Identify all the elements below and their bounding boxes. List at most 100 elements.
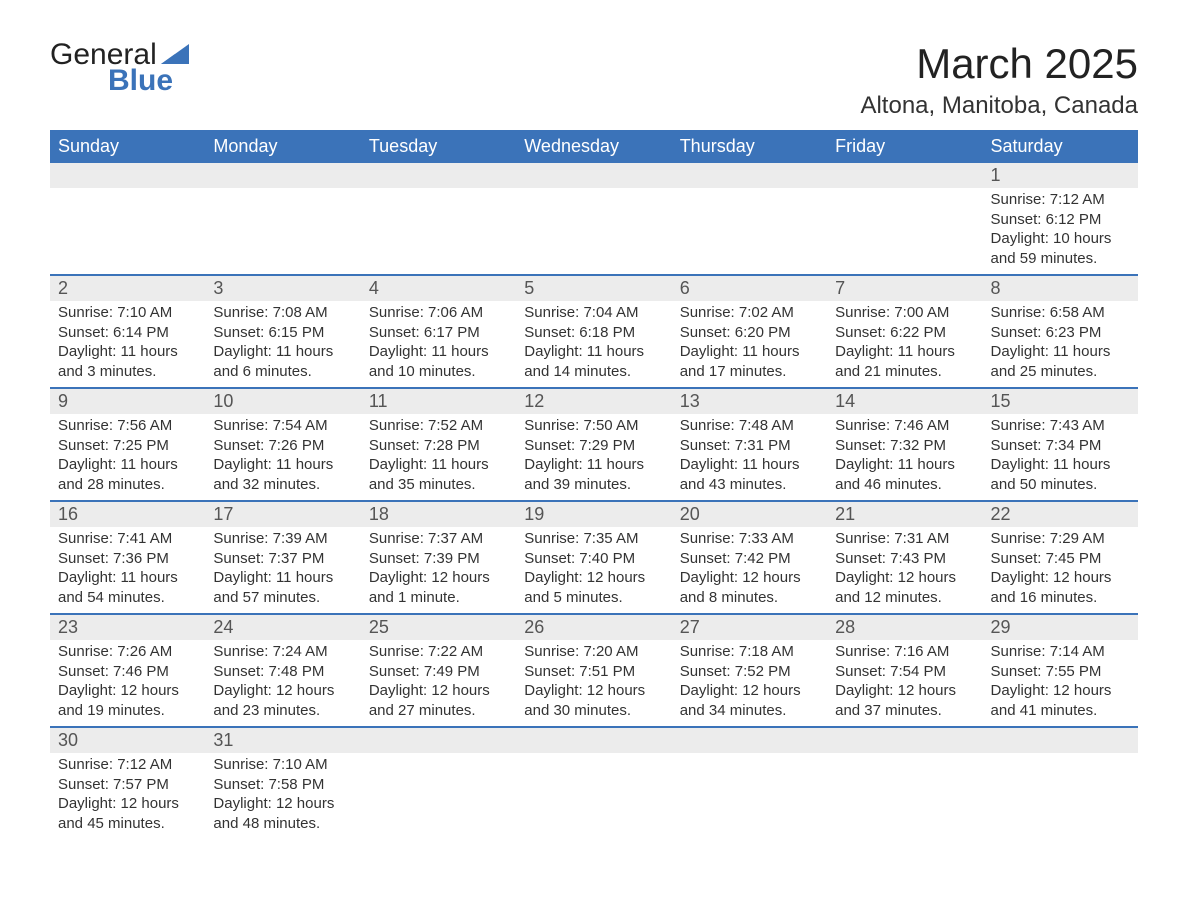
calendar-page: General Blue March 2025 Altona, Manitoba… xyxy=(50,40,1138,839)
day-data-cell: Sunrise: 7:12 AMSunset: 6:12 PMDaylight:… xyxy=(983,188,1138,275)
daylight-line2: and 46 minutes. xyxy=(835,475,974,495)
daylight-line2: and 21 minutes. xyxy=(835,362,974,382)
day-details: Sunrise: 7:46 AMSunset: 7:32 PMDaylight:… xyxy=(827,414,982,500)
sunset-line: Sunset: 7:57 PM xyxy=(58,775,197,795)
day-data-cell: Sunrise: 7:43 AMSunset: 7:34 PMDaylight:… xyxy=(983,414,1138,501)
daylight-line2: and 35 minutes. xyxy=(369,475,508,495)
daylight-line2: and 28 minutes. xyxy=(58,475,197,495)
day-number-cell: 3 xyxy=(205,275,360,301)
day-details: Sunrise: 7:16 AMSunset: 7:54 PMDaylight:… xyxy=(827,640,982,726)
sunset-line: Sunset: 7:29 PM xyxy=(524,436,663,456)
col-friday: Friday xyxy=(827,130,982,163)
day-data-cell: Sunrise: 7:56 AMSunset: 7:25 PMDaylight:… xyxy=(50,414,205,501)
daylight-line2: and 39 minutes. xyxy=(524,475,663,495)
sunrise-line: Sunrise: 7:10 AM xyxy=(58,303,197,323)
sunset-line: Sunset: 7:54 PM xyxy=(835,662,974,682)
daylight-line1: Daylight: 12 hours xyxy=(58,794,197,814)
sunset-line: Sunset: 7:26 PM xyxy=(213,436,352,456)
sunrise-line: Sunrise: 7:10 AM xyxy=(213,755,352,775)
daylight-line2: and 27 minutes. xyxy=(369,701,508,721)
header-row: Sunday Monday Tuesday Wednesday Thursday… xyxy=(50,130,1138,163)
sunset-line: Sunset: 7:45 PM xyxy=(991,549,1130,569)
day-details: Sunrise: 7:18 AMSunset: 7:52 PMDaylight:… xyxy=(672,640,827,726)
header: General Blue March 2025 Altona, Manitoba… xyxy=(50,40,1138,120)
day-number: 5 xyxy=(516,276,671,301)
day-number: 8 xyxy=(983,276,1138,301)
day-number: 22 xyxy=(983,502,1138,527)
day-number: 23 xyxy=(50,615,205,640)
sunrise-line: Sunrise: 7:02 AM xyxy=(680,303,819,323)
daylight-line2: and 45 minutes. xyxy=(58,814,197,834)
day-data-cell: Sunrise: 7:26 AMSunset: 7:46 PMDaylight:… xyxy=(50,640,205,727)
day-data-cell: Sunrise: 7:04 AMSunset: 6:18 PMDaylight:… xyxy=(516,301,671,388)
daylight-line1: Daylight: 11 hours xyxy=(369,342,508,362)
day-data-cell: Sunrise: 7:24 AMSunset: 7:48 PMDaylight:… xyxy=(205,640,360,727)
day-number-cell: 14 xyxy=(827,388,982,414)
day-details: Sunrise: 7:06 AMSunset: 6:17 PMDaylight:… xyxy=(361,301,516,387)
day-details: Sunrise: 7:08 AMSunset: 6:15 PMDaylight:… xyxy=(205,301,360,387)
day-data-cell xyxy=(516,188,671,275)
location: Altona, Manitoba, Canada xyxy=(860,92,1138,120)
sunset-line: Sunset: 7:43 PM xyxy=(835,549,974,569)
day-number: 17 xyxy=(205,502,360,527)
title-block: March 2025 Altona, Manitoba, Canada xyxy=(860,40,1138,120)
daylight-line1: Daylight: 12 hours xyxy=(835,681,974,701)
daylight-line2: and 1 minute. xyxy=(369,588,508,608)
day-data-cell xyxy=(827,753,982,839)
day-number-cell xyxy=(361,727,516,753)
day-number-cell: 5 xyxy=(516,275,671,301)
daylight-line1: Daylight: 11 hours xyxy=(991,455,1130,475)
day-data-cell: Sunrise: 7:14 AMSunset: 7:55 PMDaylight:… xyxy=(983,640,1138,727)
day-data-cell: Sunrise: 7:10 AMSunset: 7:58 PMDaylight:… xyxy=(205,753,360,839)
day-number: 31 xyxy=(205,728,360,753)
sunset-line: Sunset: 6:12 PM xyxy=(991,210,1130,230)
day-number-cell: 16 xyxy=(50,501,205,527)
day-data-cell: Sunrise: 7:50 AMSunset: 7:29 PMDaylight:… xyxy=(516,414,671,501)
day-details: Sunrise: 7:50 AMSunset: 7:29 PMDaylight:… xyxy=(516,414,671,500)
day-number-cell: 17 xyxy=(205,501,360,527)
daylight-line2: and 32 minutes. xyxy=(213,475,352,495)
sunrise-line: Sunrise: 7:12 AM xyxy=(58,755,197,775)
day-number: 29 xyxy=(983,615,1138,640)
day-number: 4 xyxy=(361,276,516,301)
daylight-line2: and 16 minutes. xyxy=(991,588,1130,608)
day-number-cell xyxy=(205,163,360,188)
week-data-row: Sunrise: 7:26 AMSunset: 7:46 PMDaylight:… xyxy=(50,640,1138,727)
day-data-cell xyxy=(827,188,982,275)
daylight-line1: Daylight: 12 hours xyxy=(835,568,974,588)
daylight-line1: Daylight: 11 hours xyxy=(680,342,819,362)
day-data-cell: Sunrise: 7:54 AMSunset: 7:26 PMDaylight:… xyxy=(205,414,360,501)
day-number-cell: 18 xyxy=(361,501,516,527)
day-number-cell xyxy=(672,727,827,753)
daylight-line2: and 59 minutes. xyxy=(991,249,1130,269)
daylight-line2: and 43 minutes. xyxy=(680,475,819,495)
day-data-cell: Sunrise: 7:08 AMSunset: 6:15 PMDaylight:… xyxy=(205,301,360,388)
day-number-cell xyxy=(827,163,982,188)
day-data-cell: Sunrise: 7:18 AMSunset: 7:52 PMDaylight:… xyxy=(672,640,827,727)
sunrise-line: Sunrise: 7:35 AM xyxy=(524,529,663,549)
sunset-line: Sunset: 6:17 PM xyxy=(369,323,508,343)
day-number-cell: 20 xyxy=(672,501,827,527)
daylight-line1: Daylight: 12 hours xyxy=(524,681,663,701)
daylight-line2: and 14 minutes. xyxy=(524,362,663,382)
day-details: Sunrise: 7:54 AMSunset: 7:26 PMDaylight:… xyxy=(205,414,360,500)
sunrise-line: Sunrise: 7:56 AM xyxy=(58,416,197,436)
col-monday: Monday xyxy=(205,130,360,163)
sunrise-line: Sunrise: 7:43 AM xyxy=(991,416,1130,436)
day-number-cell: 2 xyxy=(50,275,205,301)
day-number-cell: 21 xyxy=(827,501,982,527)
day-number-cell: 4 xyxy=(361,275,516,301)
daylight-line2: and 6 minutes. xyxy=(213,362,352,382)
day-data-cell: Sunrise: 7:33 AMSunset: 7:42 PMDaylight:… xyxy=(672,527,827,614)
day-data-cell: Sunrise: 7:41 AMSunset: 7:36 PMDaylight:… xyxy=(50,527,205,614)
week-data-row: Sunrise: 7:10 AMSunset: 6:14 PMDaylight:… xyxy=(50,301,1138,388)
day-number: 25 xyxy=(361,615,516,640)
day-details: Sunrise: 7:48 AMSunset: 7:31 PMDaylight:… xyxy=(672,414,827,500)
day-number: 15 xyxy=(983,389,1138,414)
day-number-cell: 29 xyxy=(983,614,1138,640)
daylight-line2: and 37 minutes. xyxy=(835,701,974,721)
day-number: 30 xyxy=(50,728,205,753)
sunset-line: Sunset: 7:36 PM xyxy=(58,549,197,569)
week-data-row: Sunrise: 7:12 AMSunset: 7:57 PMDaylight:… xyxy=(50,753,1138,839)
col-saturday: Saturday xyxy=(983,130,1138,163)
